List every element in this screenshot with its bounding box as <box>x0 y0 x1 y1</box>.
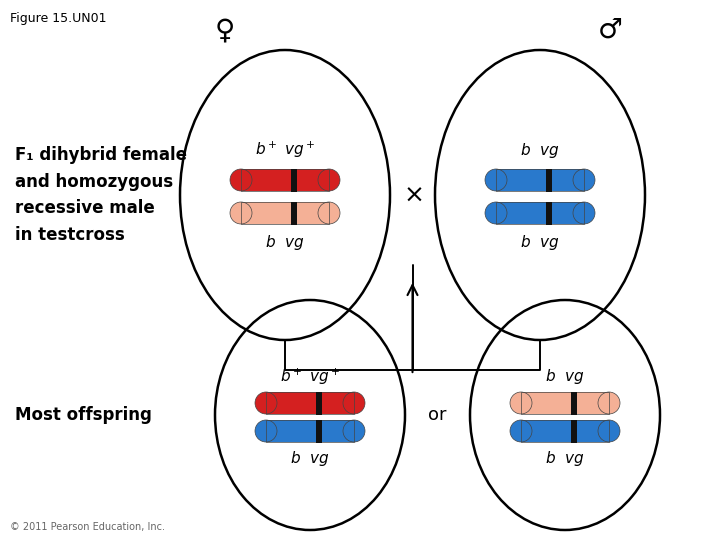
Text: ♀: ♀ <box>215 16 235 44</box>
Bar <box>290 201 297 225</box>
Text: $\times$: $\times$ <box>402 183 422 207</box>
Ellipse shape <box>510 392 532 414</box>
Bar <box>266 392 354 414</box>
Bar <box>570 420 577 442</box>
Text: © 2011 Pearson Education, Inc.: © 2011 Pearson Education, Inc. <box>10 522 165 532</box>
Ellipse shape <box>573 202 595 224</box>
Ellipse shape <box>343 392 365 414</box>
Bar <box>521 420 609 442</box>
Text: $b\ \ vg$: $b\ \ vg$ <box>290 449 330 469</box>
Ellipse shape <box>318 169 340 191</box>
Bar <box>570 392 577 415</box>
Ellipse shape <box>255 392 277 414</box>
Ellipse shape <box>343 420 365 442</box>
Bar <box>521 392 609 414</box>
Ellipse shape <box>598 420 620 442</box>
Text: Figure 15.UN01: Figure 15.UN01 <box>10 12 107 25</box>
Text: $b\ \ vg$: $b\ \ vg$ <box>545 368 585 387</box>
Ellipse shape <box>485 202 507 224</box>
Text: $b\ \ vg$: $b\ \ vg$ <box>265 233 305 253</box>
Text: $b^+\ vg^+$: $b^+\ vg^+$ <box>279 367 341 387</box>
Bar <box>241 169 329 191</box>
Text: $b^+\ vg^+$: $b^+\ vg^+$ <box>255 140 315 160</box>
Ellipse shape <box>573 169 595 191</box>
Ellipse shape <box>230 202 252 224</box>
Bar <box>266 392 354 414</box>
Bar <box>315 392 322 415</box>
Text: $b\ \ vg$: $b\ \ vg$ <box>520 233 560 253</box>
Bar <box>315 420 322 442</box>
Bar <box>241 169 329 191</box>
Bar <box>496 202 584 224</box>
Ellipse shape <box>255 420 277 442</box>
Text: Most offspring: Most offspring <box>15 406 152 424</box>
Ellipse shape <box>230 169 252 191</box>
Bar <box>546 201 552 225</box>
Ellipse shape <box>318 202 340 224</box>
Bar <box>241 202 329 224</box>
Text: F₁ dihybrid female
and homozygous
recessive male
in testcross: F₁ dihybrid female and homozygous recess… <box>15 146 187 244</box>
Bar <box>290 168 297 192</box>
Bar <box>546 168 552 192</box>
Bar <box>521 420 609 442</box>
Bar <box>241 202 329 224</box>
Ellipse shape <box>510 420 532 442</box>
Text: $b\ \ vg$: $b\ \ vg$ <box>520 140 560 159</box>
Text: ♂: ♂ <box>598 16 622 44</box>
Text: or: or <box>428 406 446 424</box>
Bar <box>521 392 609 414</box>
Bar <box>496 169 584 191</box>
Ellipse shape <box>485 169 507 191</box>
Bar <box>496 202 584 224</box>
Bar <box>496 169 584 191</box>
Ellipse shape <box>598 392 620 414</box>
Bar <box>266 420 354 442</box>
Bar <box>266 420 354 442</box>
Text: $b\ \ vg$: $b\ \ vg$ <box>545 449 585 469</box>
